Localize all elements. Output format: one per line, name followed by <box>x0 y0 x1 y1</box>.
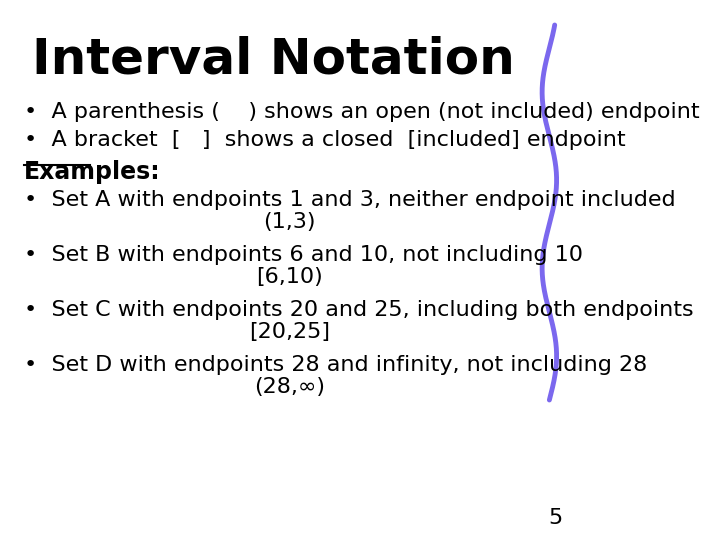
Text: (1,3): (1,3) <box>264 212 316 232</box>
Text: 5: 5 <box>549 508 563 528</box>
Text: •  Set D with endpoints 28 and infinity, not including 28: • Set D with endpoints 28 and infinity, … <box>24 355 647 375</box>
Text: •  Set B with endpoints 6 and 10, not including 10: • Set B with endpoints 6 and 10, not inc… <box>24 245 583 265</box>
Text: Interval Notation: Interval Notation <box>32 35 515 83</box>
Text: •  Set C with endpoints 20 and 25, including both endpoints: • Set C with endpoints 20 and 25, includ… <box>24 300 694 320</box>
Text: •  A bracket  [   ]  shows a closed  [included] endpoint: • A bracket [ ] shows a closed [included… <box>24 130 626 150</box>
Text: [20,25]: [20,25] <box>249 322 330 342</box>
Text: (28,∞): (28,∞) <box>254 377 325 397</box>
Text: [6,10): [6,10) <box>256 267 323 287</box>
Text: •  A parenthesis (    ) shows an open (not included) endpoint: • A parenthesis ( ) shows an open (not i… <box>24 102 700 122</box>
Text: Examples:: Examples: <box>24 160 161 184</box>
Text: •  Set A with endpoints 1 and 3, neither endpoint included: • Set A with endpoints 1 and 3, neither … <box>24 190 676 210</box>
